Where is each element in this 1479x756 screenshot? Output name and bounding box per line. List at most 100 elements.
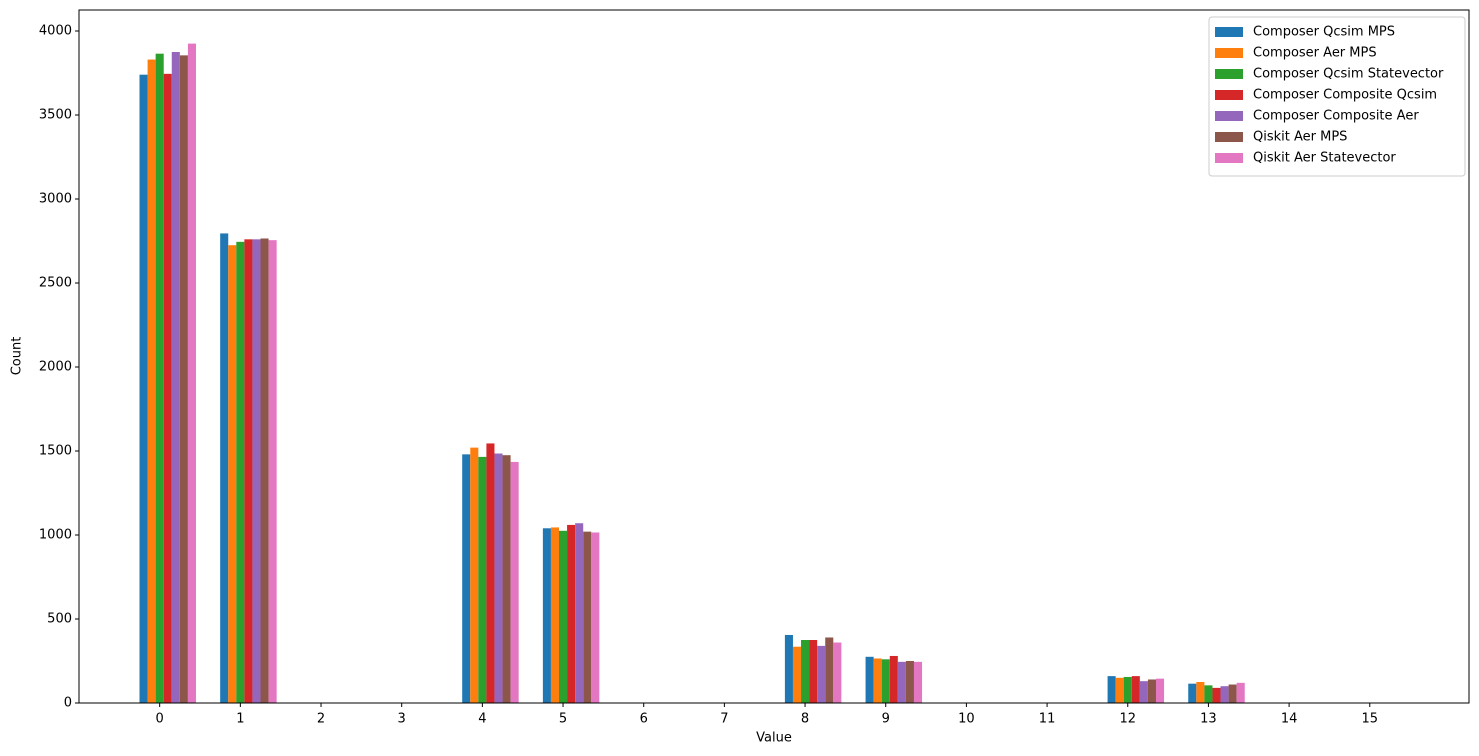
x-tick-label: 3 xyxy=(398,712,406,727)
bar xyxy=(1204,685,1213,703)
bar xyxy=(1139,681,1148,703)
bar xyxy=(575,523,584,703)
bar xyxy=(1155,678,1165,703)
legend-label: Composer Composite Qcsim xyxy=(1253,88,1437,103)
bar xyxy=(833,642,842,703)
x-tick-label: 14 xyxy=(1281,712,1298,727)
bar xyxy=(502,455,511,703)
bar xyxy=(905,661,914,703)
x-tick-label: 0 xyxy=(156,712,164,727)
bar xyxy=(163,73,172,704)
bar xyxy=(542,528,551,703)
bar xyxy=(462,454,471,703)
x-tick-label: 11 xyxy=(1039,712,1056,727)
bar xyxy=(784,634,793,703)
x-tick-label: 1 xyxy=(236,712,244,727)
x-tick-label: 6 xyxy=(640,712,648,727)
bar xyxy=(220,233,229,703)
bar xyxy=(1188,683,1197,703)
bar xyxy=(147,59,156,704)
bar xyxy=(809,640,818,703)
bar xyxy=(881,659,890,703)
bar xyxy=(559,530,568,703)
bar xyxy=(510,461,519,703)
bar xyxy=(171,52,180,703)
bar xyxy=(260,238,269,704)
y-axis-label: Count xyxy=(10,337,25,376)
bar xyxy=(187,43,196,704)
legend-frame xyxy=(1208,16,1466,177)
legend-swatch xyxy=(1215,69,1243,79)
legend-label: Composer Composite Aer xyxy=(1253,109,1419,124)
bar xyxy=(591,532,600,703)
x-tick-label: 15 xyxy=(1361,712,1378,727)
bar xyxy=(1196,682,1205,703)
bar xyxy=(889,655,898,703)
y-tick-label: 500 xyxy=(47,612,72,627)
x-tick-label: 9 xyxy=(882,712,890,727)
bar xyxy=(801,640,810,703)
x-tick-label: 13 xyxy=(1200,712,1217,727)
legend-swatch xyxy=(1215,132,1243,142)
y-tick-label: 2000 xyxy=(39,360,72,375)
y-tick-label: 2500 xyxy=(39,276,72,291)
y-tick-label: 1000 xyxy=(39,528,72,543)
x-tick-label: 5 xyxy=(559,712,567,727)
bar xyxy=(1147,679,1156,703)
legend-label: Composer Qcsim MPS xyxy=(1253,25,1395,40)
bar xyxy=(817,645,826,703)
bar xyxy=(1123,676,1132,703)
bar xyxy=(139,74,148,704)
bar xyxy=(897,661,906,703)
x-tick-label: 12 xyxy=(1119,712,1136,727)
legend-swatch xyxy=(1215,27,1243,37)
legend-label: Composer Qcsim Statevector xyxy=(1253,67,1444,82)
legend-label: Qiskit Aer MPS xyxy=(1253,130,1347,145)
y-tick-label: 3500 xyxy=(39,108,72,123)
bar xyxy=(486,443,495,703)
bar xyxy=(1131,676,1140,703)
legend: Composer Qcsim MPS Composer Aer MPS Compos… xyxy=(1208,16,1466,177)
bar xyxy=(1107,676,1116,703)
plot-frame xyxy=(78,9,1470,704)
bar xyxy=(583,531,592,703)
bar xyxy=(1228,684,1237,703)
bar xyxy=(865,656,874,703)
y-tick-label: 4000 xyxy=(39,24,72,39)
legend-swatch xyxy=(1215,111,1243,121)
bar xyxy=(179,55,188,704)
bar xyxy=(252,239,261,703)
x-tick-label: 4 xyxy=(478,712,486,727)
x-tick-label: 10 xyxy=(958,712,975,727)
x-tick-label: 2 xyxy=(317,712,325,727)
bar xyxy=(236,241,245,703)
bar xyxy=(792,646,802,703)
x-tick-label: 8 xyxy=(801,712,809,727)
legend-swatch xyxy=(1215,90,1243,100)
legend-swatch xyxy=(1215,48,1243,58)
y-tick-label: 0 xyxy=(64,696,72,711)
bar xyxy=(913,661,923,703)
bar xyxy=(1212,687,1221,703)
bar xyxy=(1236,682,1245,703)
bar xyxy=(1220,686,1229,703)
bar xyxy=(244,239,253,703)
legend-label: Composer Aer MPS xyxy=(1253,46,1377,61)
bar xyxy=(268,240,277,703)
bar xyxy=(567,524,576,703)
bar xyxy=(825,637,834,703)
y-tick-label: 1500 xyxy=(39,444,72,459)
legend-swatch xyxy=(1215,153,1243,163)
y-tick-label: 3000 xyxy=(39,192,72,207)
x-axis-label: Value xyxy=(756,731,792,746)
bar xyxy=(228,245,237,703)
legend-label: Qiskit Aer Statevector xyxy=(1253,151,1396,166)
bar xyxy=(494,453,503,703)
bar xyxy=(155,53,164,704)
bar xyxy=(1115,677,1124,703)
bar xyxy=(873,658,882,703)
x-tick-label: 7 xyxy=(720,712,728,727)
bar xyxy=(470,447,479,703)
